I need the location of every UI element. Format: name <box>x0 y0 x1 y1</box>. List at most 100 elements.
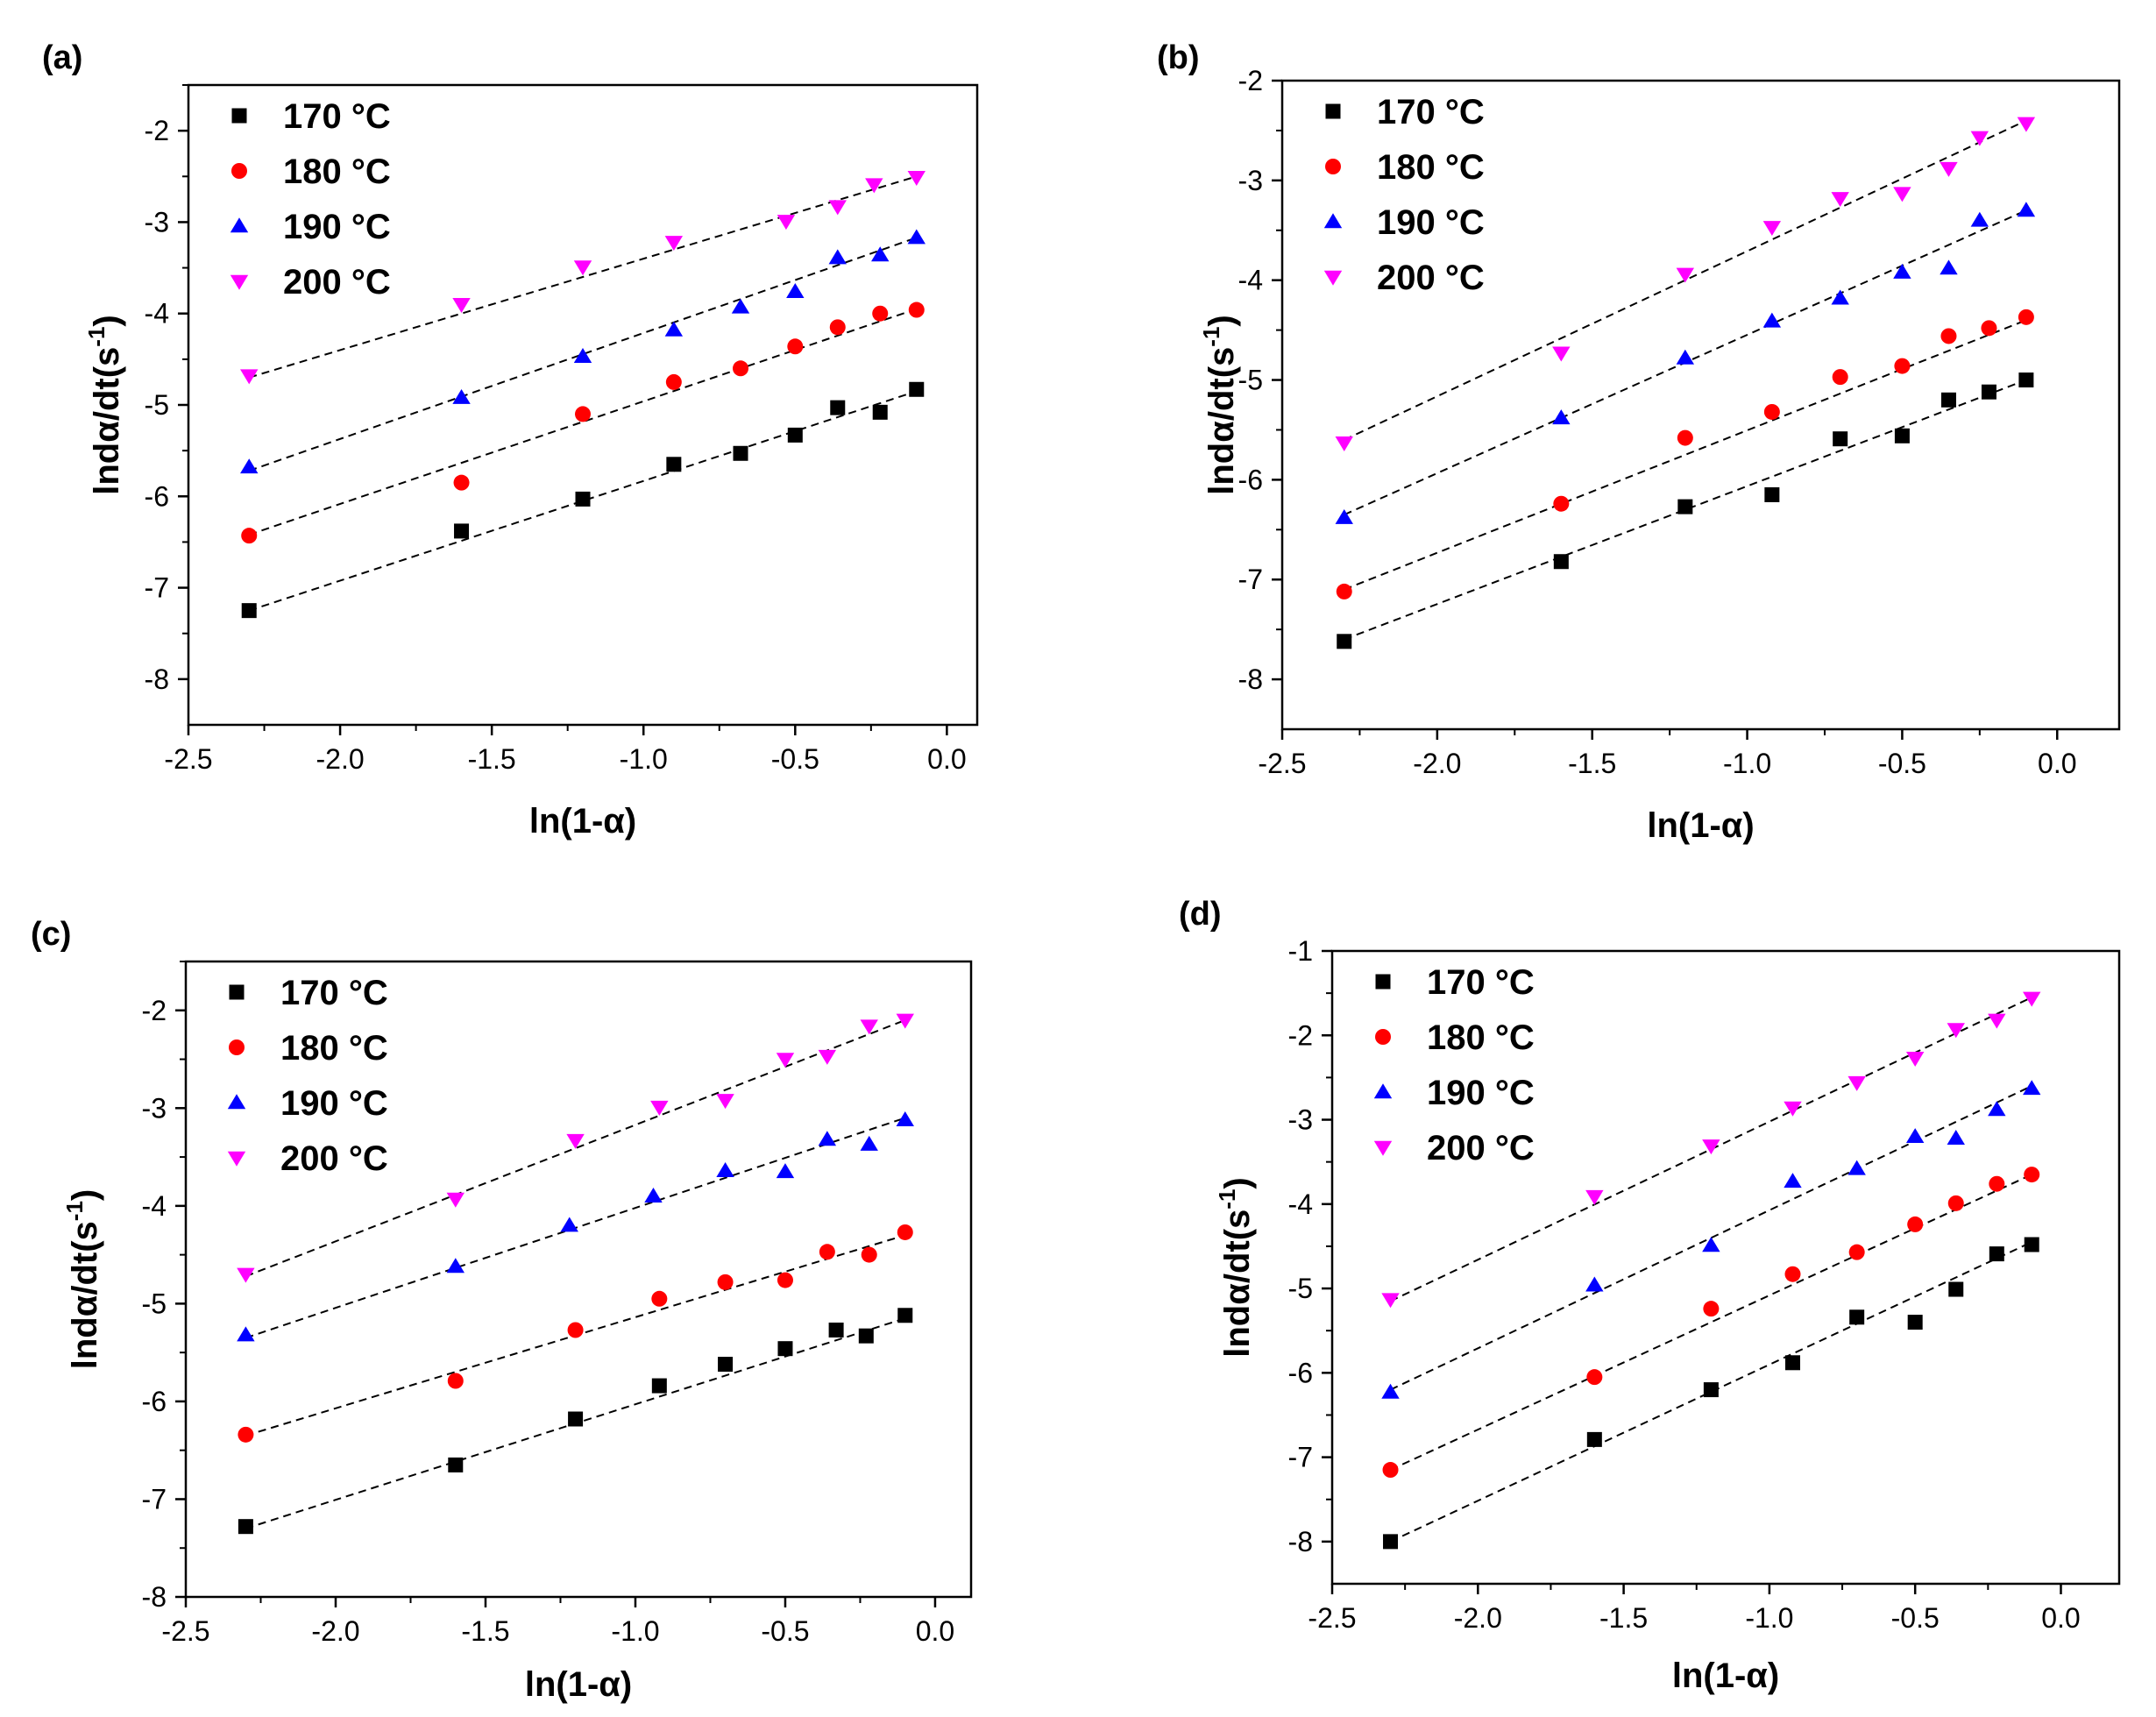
data-point <box>453 474 470 491</box>
fit-line <box>1344 319 2027 591</box>
legend-label: 190 °C <box>283 208 391 246</box>
x-axis-label: ln(1-α) <box>1672 1657 1779 1695</box>
data-point <box>446 1192 465 1208</box>
data-point <box>1894 428 1910 443</box>
x-tick-label: -0.5 <box>761 1615 809 1647</box>
legend-label: 170 °C <box>1427 963 1535 1002</box>
data-point <box>828 1323 844 1337</box>
data-point <box>908 302 925 318</box>
data-point <box>1763 403 1780 420</box>
series-2 <box>1336 309 2034 600</box>
data-point <box>1905 1128 1925 1144</box>
data-point <box>1981 384 1996 400</box>
data-point <box>829 319 846 336</box>
data-point <box>1703 1301 1720 1317</box>
data-point <box>776 1053 795 1068</box>
x-axis-label: ln(1-α) <box>529 802 636 841</box>
data-point <box>777 1272 793 1288</box>
fit-line <box>248 390 918 612</box>
y-tick-label: -7 <box>1238 564 1263 595</box>
legend-label: 180 °C <box>283 153 391 191</box>
y-tick-label: -7 <box>142 1483 167 1515</box>
data-point <box>448 1457 464 1472</box>
y-tick-label: -3 <box>1288 1104 1313 1136</box>
x-axis-label: ln(1-α) <box>1647 806 1754 845</box>
x-tick-label: -2.0 <box>1413 748 1461 779</box>
data-point <box>716 1162 734 1177</box>
data-point <box>2017 202 2036 217</box>
data-point <box>651 1290 668 1307</box>
data-point <box>568 1411 584 1427</box>
y-tick-label: -2 <box>1288 1019 1313 1051</box>
data-point <box>1552 409 1571 425</box>
y-axis-label-superscript: -1 <box>61 1201 88 1221</box>
data-point <box>1894 358 1911 374</box>
legend-marker <box>1325 159 1341 174</box>
y-tick-label: -6 <box>145 480 169 512</box>
data-point <box>2024 1167 2040 1183</box>
legend-marker <box>231 108 247 124</box>
data-point <box>1381 1383 1400 1399</box>
data-point <box>872 404 888 420</box>
data-point <box>1703 1382 1719 1398</box>
legend: 170 °C 180 °C 190 °C 200 °C <box>1323 93 1485 297</box>
data-point <box>666 457 682 472</box>
y-axis-label-end: ) <box>88 315 126 326</box>
series-3 <box>1335 202 2036 524</box>
data-point <box>1940 161 1958 177</box>
data-point <box>1833 431 1848 447</box>
y-axis-label: lndα/dt(s-1) <box>1214 1177 1257 1357</box>
plot-frame <box>1280 79 2121 731</box>
data-point <box>1676 267 1695 283</box>
data-point <box>787 338 804 355</box>
data-point <box>240 458 259 474</box>
data-point <box>1585 1276 1604 1292</box>
y-tick-label: -8 <box>142 1581 167 1613</box>
chart-panel-4: -2.5 -2.0 -1.5 -1.0 -0.5 0.0-8-7-6-5-4-3-2-1l… <box>1179 896 2121 1695</box>
y-tick-label: -3 <box>142 1092 167 1124</box>
y-axis-label: lndα/dt(s-1) <box>83 315 126 494</box>
data-point <box>1586 1431 1602 1447</box>
y-axis-label-superscript: -1 <box>83 327 110 347</box>
data-point <box>1907 1315 1923 1330</box>
y-tick-label: -6 <box>1238 464 1263 495</box>
data-point <box>237 1267 255 1283</box>
fit-line <box>1344 119 2027 441</box>
data-point <box>238 1519 253 1535</box>
data-point <box>1988 1101 2006 1117</box>
data-point <box>861 1246 877 1263</box>
panel-label: (b) <box>1157 39 1200 76</box>
legend-label: 190 °C <box>280 1084 388 1123</box>
x-tick-label: -1.5 <box>468 743 516 775</box>
legend-label: 170 °C <box>283 97 391 136</box>
y-tick-label: -4 <box>145 298 169 330</box>
data-point <box>1831 192 1849 208</box>
data-point <box>575 406 591 422</box>
legend-label: 200 °C <box>280 1139 388 1178</box>
y-tick-label: -2 <box>145 115 169 146</box>
legend-marker <box>229 1039 245 1055</box>
x-tick-label: 0.0 <box>2041 1602 2080 1634</box>
data-point <box>1762 312 1782 328</box>
y-tick-label: -3 <box>1238 165 1263 196</box>
data-point <box>818 1131 837 1146</box>
legend-label: 190 °C <box>1377 203 1485 242</box>
panel-label: (c) <box>31 916 71 953</box>
legend-label: 190 °C <box>1427 1074 1535 1112</box>
legend-marker <box>230 274 249 290</box>
series-4 <box>1381 991 2041 1309</box>
data-point <box>454 523 470 539</box>
x-tick-label: -1.0 <box>611 1615 659 1647</box>
data-point <box>1940 328 1957 344</box>
legend-marker <box>1325 103 1341 119</box>
legend: 170 °C 180 °C 190 °C 200 °C <box>1373 963 1535 1167</box>
chart-panel-3: -2.5 -2.0 -1.5 -1.0 -0.5 0.0 -8 -7 -6 -5 -4 -3 -2 ln(… <box>31 916 973 1704</box>
y-tick-label: -8 <box>1238 663 1263 695</box>
panel-label: (a) <box>42 39 82 76</box>
data-point <box>1337 634 1352 649</box>
data-point <box>860 1135 878 1151</box>
fit-line <box>1344 379 2027 641</box>
legend-label: 200 °C <box>1377 259 1485 297</box>
y-tick-label: -5 <box>145 389 169 421</box>
data-point <box>573 260 592 276</box>
